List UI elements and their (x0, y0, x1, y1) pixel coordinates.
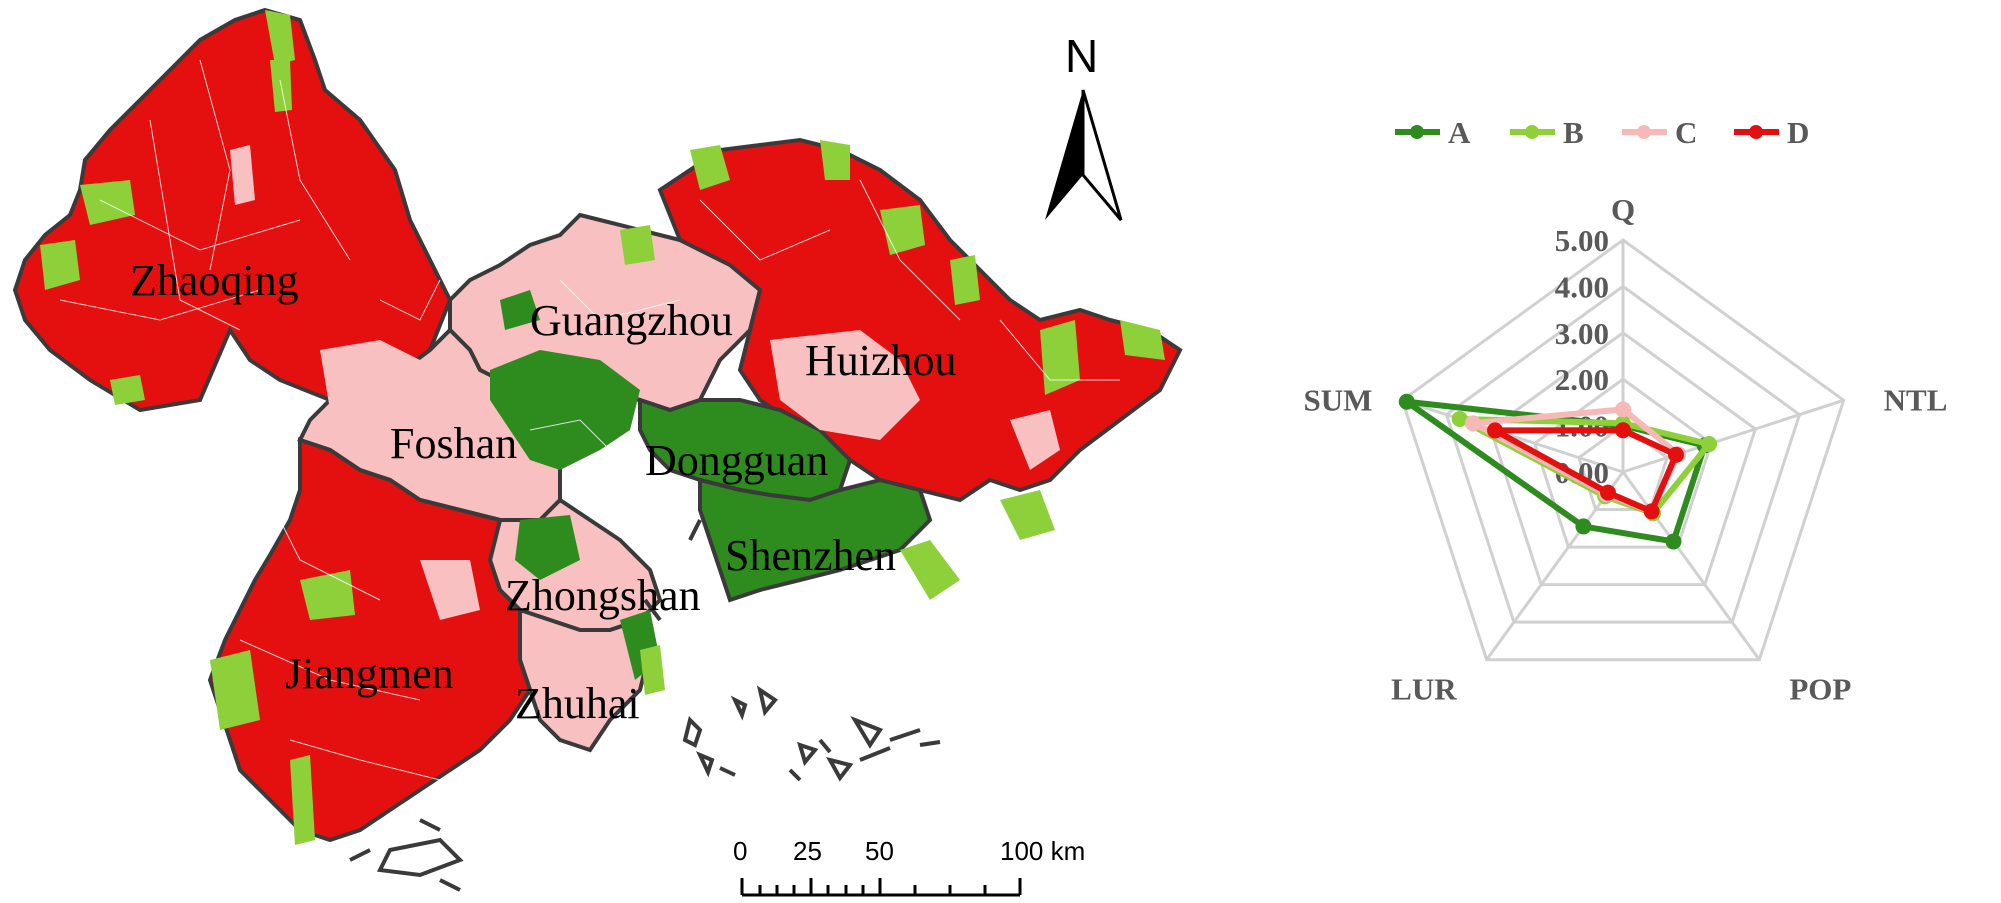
north-arrow-icon: N (1045, 30, 1123, 221)
patch-b (900, 540, 960, 600)
city-label: Zhuhai (515, 679, 640, 728)
data-point (1487, 422, 1504, 439)
scale-tick-label: 100 km (1000, 836, 1085, 866)
region-shenzhen (698, 477, 933, 603)
grid-spoke (1621, 471, 1761, 661)
patch-b (1040, 320, 1080, 395)
data-point (1599, 484, 1616, 501)
radar-tick-labels: 0.001.002.003.004.005.00 (1555, 223, 1609, 490)
tick-label: 2.00 (1555, 362, 1609, 397)
scale-tick-label: 50 (865, 836, 894, 866)
patch-b (300, 570, 355, 620)
axis-label: NTL (1884, 382, 1948, 417)
patch-b (820, 140, 850, 180)
radar-axis-labels: Q NTL POP LUR SUM (1303, 192, 1947, 707)
city-label: Zhongshan (505, 571, 701, 620)
radar-chart: A B C D 0.001.002.003.004.005.00 QNTLPOP… (1303, 115, 1947, 707)
data-point (1615, 401, 1631, 418)
data-point (1464, 415, 1481, 432)
axis-label: POP (1789, 672, 1851, 707)
grid-ring (1444, 284, 1802, 624)
grid-spoke (1485, 471, 1625, 661)
patch-c (230, 145, 255, 205)
regional-map: Zhaoqing Guangzhou Huizhou Foshan Donggu… (12, 7, 1183, 897)
data-point (1665, 533, 1682, 550)
patch-c (770, 330, 920, 440)
patch-b (265, 10, 295, 65)
city-label: Jiangmen (285, 649, 454, 698)
city-labels: Zhaoqing Guangzhou Huizhou Foshan Donggu… (130, 256, 957, 728)
legend: A B C D (1395, 115, 1809, 150)
patch-c (380, 430, 460, 490)
patch-b (110, 375, 145, 405)
patch-c (320, 340, 420, 420)
township-boundaries (59, 59, 1120, 781)
city-label: Foshan (390, 419, 517, 468)
data-point (1643, 503, 1660, 520)
legend-item-b: B (1510, 115, 1584, 150)
radar-series (1398, 393, 1718, 550)
city-label: Dongguan (645, 436, 828, 485)
city-label: Guangzhou (530, 296, 733, 345)
axis-label: Q (1611, 192, 1635, 227)
patch-b (1000, 490, 1055, 540)
legend-item-d: D (1734, 115, 1809, 150)
scale-tick-label: 0 (733, 836, 747, 866)
patch-b (40, 240, 80, 290)
scale-bar: 0 25 50 100 km (733, 836, 1085, 897)
data-point (1451, 410, 1468, 427)
scale-tick-label: 25 (793, 836, 822, 866)
patch-b (290, 755, 315, 845)
patch-b (210, 650, 260, 730)
patch-b (1120, 320, 1165, 360)
legend-label: C (1675, 115, 1697, 150)
patch-a (490, 350, 640, 470)
axis-label: SUM (1303, 382, 1372, 417)
city-label: Huizhou (805, 336, 957, 385)
patch-a (500, 290, 540, 330)
grid-spoke (1401, 398, 1624, 474)
data-point (1575, 518, 1592, 535)
legend-label: D (1787, 115, 1809, 150)
city-label: Zhaoqing (130, 256, 299, 305)
city-label: Shenzhen (725, 531, 896, 580)
tick-label: 3.00 (1555, 316, 1609, 351)
grid-spoke (1622, 398, 1845, 474)
axis-label: LUR (1391, 672, 1457, 707)
patch-a (515, 515, 580, 580)
legend-label: B (1563, 115, 1584, 150)
radar-grid (1400, 238, 1846, 662)
tick-label: 5.00 (1555, 223, 1609, 258)
patch-c (1010, 410, 1060, 470)
data-point (1667, 446, 1684, 463)
north-label: N (1065, 30, 1098, 82)
data-point (1701, 436, 1718, 453)
legend-item-a: A (1395, 115, 1471, 150)
patch-b (620, 225, 655, 265)
patch-c (420, 560, 480, 620)
patch-b (80, 180, 135, 225)
tick-label: 4.00 (1555, 269, 1609, 304)
legend-label: A (1448, 115, 1471, 150)
legend-item-c: C (1622, 115, 1697, 150)
region-zhuhai (518, 607, 653, 753)
patch-b (690, 145, 730, 190)
series-line (1492, 427, 1679, 515)
region-zhaoqing (12, 7, 453, 413)
patch-b (640, 645, 665, 695)
data-point (1398, 393, 1415, 410)
grid-ring (1577, 423, 1669, 512)
grid-ring (1400, 238, 1846, 662)
series-d (1487, 422, 1684, 520)
patch-b (950, 255, 980, 305)
map-class-patches (40, 10, 1165, 845)
islands (349, 519, 941, 892)
data-point (1615, 422, 1631, 439)
